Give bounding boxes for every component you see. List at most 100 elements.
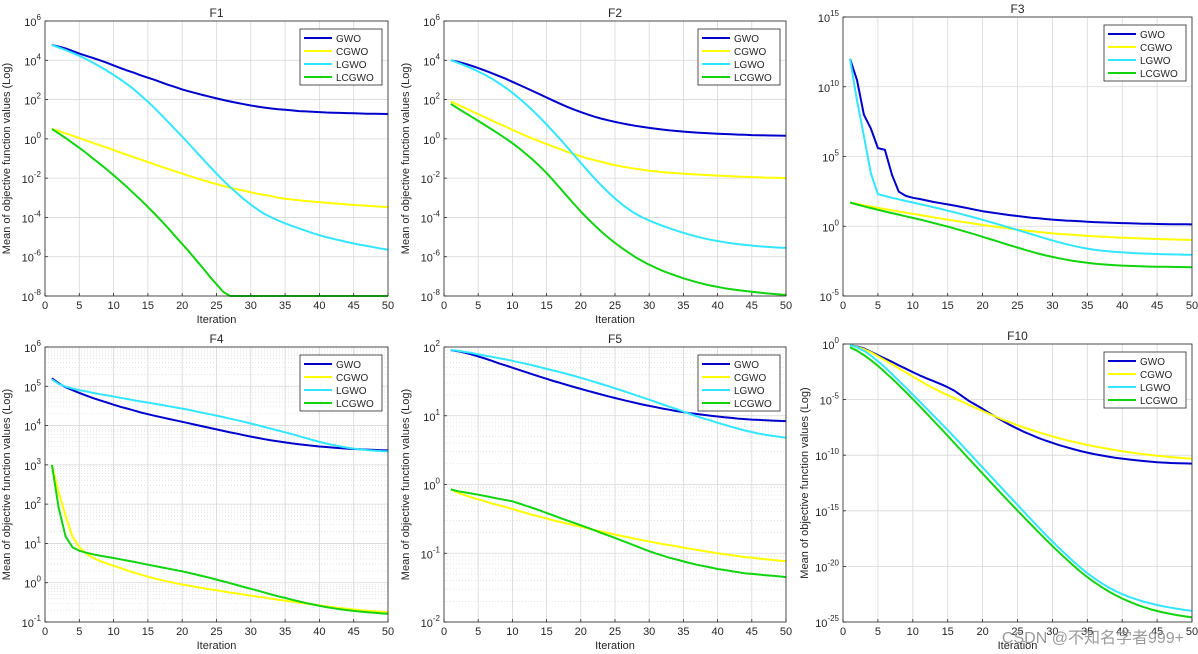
x-tick-label: 30 [245, 300, 257, 312]
x-tick-label: 45 [1151, 626, 1163, 638]
legend-label-cgwo: CGWO [336, 373, 368, 384]
series-line-gwo [51, 377, 389, 452]
legend-label-lcgwo: LCGWO [734, 399, 772, 410]
x-tick-label: 50 [780, 300, 792, 312]
series-line-lcgwo [450, 103, 787, 296]
y-axis-label: Mean of objective function values (Log) [1, 389, 13, 580]
x-tick-label: 25 [609, 300, 621, 312]
y-axis-label: Mean of objective function values (Log) [1, 63, 13, 254]
x-tick-label: 20 [976, 300, 988, 312]
y-tick-label: 1015 [818, 9, 840, 25]
legend: GWO CGWO LGWO LCGWO [697, 354, 781, 412]
legend-label-lgwo: LGWO [734, 60, 765, 71]
y-tick-label: 10-1 [421, 545, 441, 561]
x-tick-label: 5 [475, 626, 481, 638]
y-tick-label: 10-8 [22, 288, 42, 304]
series-line-gwo [450, 349, 787, 423]
x-tick-label: 20 [976, 626, 988, 638]
y-tick-label: 10-4 [421, 209, 441, 225]
y-tick-label: 105 [822, 149, 839, 165]
x-tick-label: 20 [176, 626, 188, 638]
x-axis-label: Iteration [595, 640, 635, 652]
x-tick-label: 45 [746, 300, 758, 312]
y-tick-label: 10-2 [421, 170, 441, 186]
series-group [50, 377, 389, 615]
legend-label-lgwo: LGWO [336, 386, 367, 397]
y-tick-label: 106 [24, 13, 41, 29]
series-line-gwo [450, 59, 787, 137]
legend-label-lgwo: LGWO [336, 60, 367, 71]
y-tick-label: 100 [24, 575, 41, 591]
y-axis-label: Mean of objective function values (Log) [400, 63, 412, 254]
x-tick-label: 30 [1046, 626, 1058, 638]
series-line-lcgwo [849, 346, 1193, 619]
legend: GWO CGWO LGWO LCGWO [697, 28, 781, 86]
y-tick-label: 10-4 [22, 209, 42, 225]
y-tick-label: 104 [423, 52, 440, 68]
chart-f1: 0 5 10 15 20 25 30 35 40 45 50 10-8 10-6 10-4 10-2 100 1… [1, 6, 394, 326]
chart-title: F10 [1007, 329, 1028, 343]
x-tick-label: 30 [1046, 300, 1058, 312]
x-tick-label: 15 [540, 626, 552, 638]
chart-title: F2 [608, 6, 622, 20]
y-axis-label: Mean of objective function values (Log) [400, 389, 412, 580]
x-axis-label: Iteration [197, 314, 237, 326]
y-tick-label: 106 [24, 339, 41, 355]
x-tick-label: 50 [1186, 626, 1198, 638]
x-tick-label: 0 [441, 626, 447, 638]
legend-label-lcgwo: LCGWO [1140, 396, 1178, 407]
legend-label-gwo: GWO [1140, 357, 1165, 368]
series-line-lgwo [450, 59, 787, 249]
x-tick-label: 45 [746, 626, 758, 638]
x-tick-label: 45 [1151, 300, 1163, 312]
x-tick-label: 5 [76, 626, 82, 638]
x-tick-label: 15 [540, 300, 552, 312]
x-axis-label: Iteration [197, 640, 237, 652]
x-tick-label: 25 [210, 300, 222, 312]
watermark: CSDN @不知名学者999+ [1001, 630, 1184, 647]
legend-label-cgwo: CGWO [734, 373, 766, 384]
x-tick-label: 50 [1186, 300, 1198, 312]
y-tick-label: 102 [24, 496, 41, 512]
x-axis-label: Iteration [998, 640, 1038, 652]
x-tick-label: 35 [1081, 626, 1093, 638]
x-tick-label: 5 [875, 300, 881, 312]
x-tick-label: 40 [1116, 626, 1128, 638]
x-tick-label: 50 [780, 626, 792, 638]
legend-label-lcgwo: LCGWO [336, 399, 374, 410]
y-tick-label: 10-1 [22, 614, 42, 630]
y-tick-label: 100 [423, 131, 440, 147]
y-tick-label: 100 [822, 218, 839, 234]
x-tick-label: 30 [643, 626, 655, 638]
series-line-cgwo [51, 127, 389, 208]
series-line-gwo [849, 344, 1193, 465]
x-tick-label: 40 [313, 300, 325, 312]
y-tick-label: 102 [24, 92, 41, 108]
y-tick-label: 10-5 [820, 288, 840, 304]
y-tick-label: 100 [24, 131, 41, 147]
y-tick-label: 104 [24, 52, 41, 68]
y-tick-label: 10-10 [815, 447, 839, 463]
y-tick-label: 101 [24, 535, 41, 551]
x-tick-label: 10 [107, 626, 119, 638]
x-tick-label: 20 [575, 626, 587, 638]
chart-title: F1 [209, 6, 223, 20]
legend-label-lgwo: LGWO [1140, 56, 1171, 67]
y-tick-label: 105 [24, 378, 41, 394]
chart-title: F3 [1010, 2, 1024, 16]
x-tick-label: 50 [382, 300, 394, 312]
series-line-lcgwo [450, 488, 787, 579]
legend-label-gwo: GWO [336, 360, 361, 371]
series-line-lcgwo [849, 201, 1193, 269]
series-line-cgwo [849, 344, 1193, 460]
series-line-cgwo [450, 100, 787, 180]
x-tick-label: 30 [245, 626, 257, 638]
x-tick-label: 5 [475, 300, 481, 312]
series-line-lgwo [849, 58, 1193, 256]
series-line-gwo [849, 58, 1193, 226]
chart-f4: 0 5 10 15 20 25 30 35 40 45 50 10-1 100 101 102 103 104 1… [1, 332, 394, 652]
series-line-lgwo [450, 349, 787, 439]
x-tick-label: 25 [1011, 626, 1023, 638]
chart-title: F5 [608, 332, 622, 346]
